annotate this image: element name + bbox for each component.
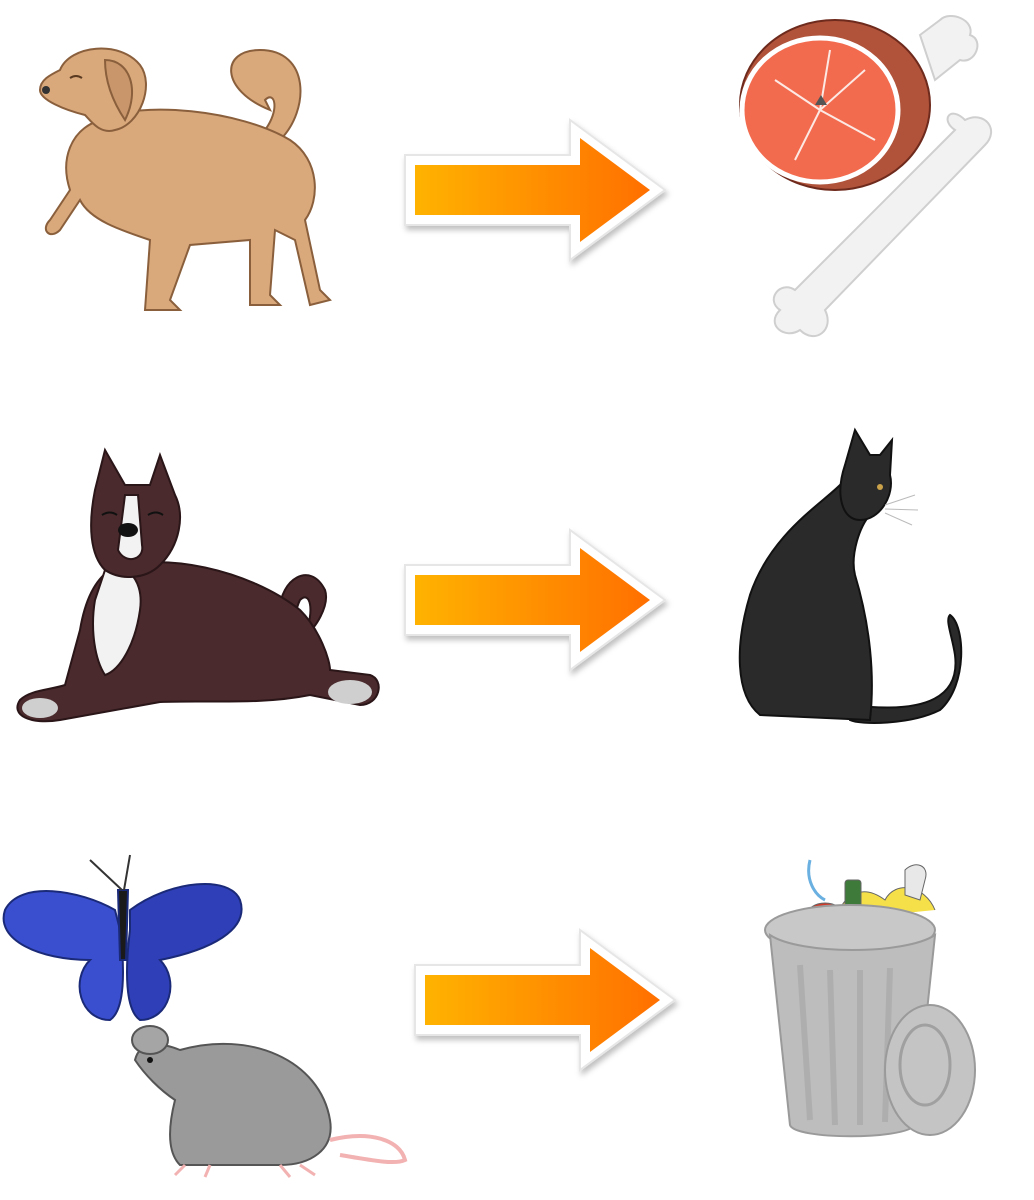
row-1 (0, 0, 1034, 400)
arrow-icon (414, 928, 677, 1072)
pitbull-dog-icon (16, 447, 380, 723)
meat-bone-icon (739, 15, 992, 337)
row-3 (0, 800, 1034, 1200)
row-2 (0, 400, 1034, 800)
arrow-icon (404, 118, 667, 262)
black-cat-icon (738, 427, 963, 724)
arrow-icon (404, 528, 667, 672)
trash-can-icon (764, 859, 976, 1138)
butterfly-and-rat-icon (2, 854, 408, 1178)
golden-dog-icon (38, 47, 332, 311)
